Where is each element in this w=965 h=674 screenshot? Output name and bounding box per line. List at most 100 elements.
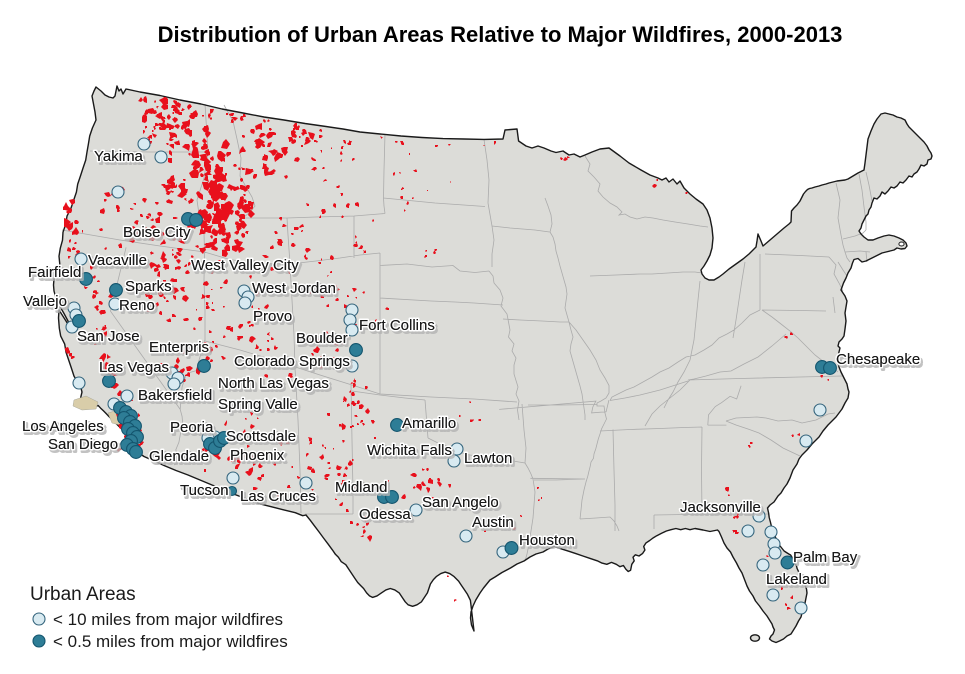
svg-text:Jacksonville: Jacksonville	[682, 502, 763, 519]
svg-text:Boulder: Boulder	[296, 330, 348, 347]
svg-text:Austin: Austin	[474, 517, 516, 534]
svg-text:Odessa: Odessa	[359, 506, 411, 523]
svg-text:Las Cruces: Las Cruces	[240, 488, 316, 505]
svg-text:Fort Collins: Fort Collins	[359, 317, 435, 334]
svg-text:Bakersfield: Bakersfield	[140, 390, 214, 407]
svg-text:Jacksonville: Jacksonville	[680, 499, 761, 516]
svg-text:Las Vegas: Las Vegas	[101, 362, 171, 379]
svg-text:Jacksonville: Jacksonville	[680, 499, 761, 516]
svg-text:Glendale: Glendale	[149, 448, 209, 465]
svg-text:West Jordan: West Jordan	[252, 280, 336, 297]
svg-text:West Valley City: West Valley City	[193, 260, 301, 277]
svg-text:West Valley City: West Valley City	[191, 257, 299, 274]
svg-text:San Jose: San Jose	[79, 331, 142, 348]
svg-text:Boise City: Boise City	[125, 227, 193, 244]
svg-text:Scottsdale: Scottsdale	[226, 428, 296, 445]
svg-text:Odessa: Odessa	[359, 506, 411, 523]
svg-text:Fairfield: Fairfield	[28, 264, 81, 281]
svg-text:Peoria: Peoria	[170, 419, 214, 436]
svg-text:Boise City: Boise City	[123, 224, 191, 241]
svg-text:Sparks: Sparks	[125, 278, 172, 295]
svg-text:Urban Areas: Urban Areas	[30, 584, 136, 605]
svg-text:Lakeland: Lakeland	[766, 571, 827, 588]
svg-text:Phoenix: Phoenix	[230, 447, 285, 464]
svg-text:West Jordan: West Jordan	[254, 283, 338, 300]
svg-text:Las Vegas: Las Vegas	[99, 359, 169, 376]
svg-text:San Jose: San Jose	[77, 328, 140, 345]
svg-text:Enterpris: Enterpris	[149, 339, 209, 356]
svg-text:Vallejo: Vallejo	[23, 293, 67, 310]
svg-text:Los Angeles: Los Angeles	[24, 421, 106, 438]
svg-text:Midland: Midland	[337, 482, 390, 499]
svg-text:Peoria: Peoria	[172, 422, 216, 439]
svg-text:Lawton: Lawton	[464, 450, 512, 467]
svg-text:Reno: Reno	[119, 297, 155, 314]
svg-text:Lawton: Lawton	[464, 450, 512, 467]
svg-text:Odessa: Odessa	[361, 509, 413, 526]
svg-text:Boulder: Boulder	[298, 333, 350, 350]
svg-text:Midland: Midland	[335, 479, 388, 496]
svg-text:Phoenix: Phoenix	[232, 450, 287, 467]
svg-text:Provo: Provo	[253, 308, 292, 325]
svg-text:Amarillo: Amarillo	[402, 415, 456, 432]
svg-text:Wichita Falls: Wichita Falls	[367, 442, 452, 459]
svg-text:Vacaville: Vacaville	[88, 252, 147, 269]
svg-text:Las Cruces: Las Cruces	[240, 488, 316, 505]
svg-text:Sparks: Sparks	[127, 281, 174, 298]
svg-text:San Diego: San Diego	[50, 439, 120, 456]
svg-text:San Jose: San Jose	[77, 328, 140, 345]
svg-text:Austin: Austin	[472, 514, 514, 531]
svg-text:Colorado Springs: Colorado Springs	[236, 356, 352, 373]
svg-text:Palm Bay: Palm Bay	[793, 549, 858, 566]
svg-text:Vacaville: Vacaville	[88, 252, 147, 269]
svg-text:Palm Bay: Palm Bay	[795, 552, 860, 569]
svg-text:Palm Bay: Palm Bay	[793, 549, 858, 566]
svg-text:Lakeland: Lakeland	[766, 571, 827, 588]
svg-text:Boise City: Boise City	[123, 224, 191, 241]
svg-text:West Valley City: West Valley City	[191, 257, 299, 274]
svg-text:Boulder: Boulder	[296, 330, 348, 347]
svg-text:Los Angeles: Los Angeles	[22, 418, 104, 435]
svg-text:Chesapeake: Chesapeake	[836, 351, 920, 368]
svg-text:Reno: Reno	[119, 297, 155, 314]
svg-text:San Angelo: San Angelo	[424, 497, 501, 514]
svg-text:Las Cruces: Las Cruces	[242, 491, 318, 508]
svg-text:Colorado Springs: Colorado Springs	[234, 353, 350, 370]
svg-text:Provo: Provo	[255, 311, 294, 328]
svg-text:Provo: Provo	[253, 308, 292, 325]
svg-text:Glendale: Glendale	[149, 448, 209, 465]
svg-text:Tucson: Tucson	[182, 485, 231, 502]
svg-text:Spring Valle: Spring Valle	[220, 399, 300, 416]
svg-text:Spring Valle: Spring Valle	[218, 396, 298, 413]
svg-text:Vallejo: Vallejo	[23, 293, 67, 310]
svg-text:Sparks: Sparks	[125, 278, 172, 295]
svg-text:Chesapeake: Chesapeake	[838, 354, 922, 371]
svg-text:Vacaville: Vacaville	[90, 255, 149, 272]
svg-text:Los Angeles: Los Angeles	[22, 418, 104, 435]
svg-text:Houston: Houston	[519, 532, 575, 549]
svg-text:Fort Collins: Fort Collins	[359, 317, 435, 334]
svg-text:San Diego: San Diego	[48, 436, 118, 453]
svg-text:Tucson: Tucson	[180, 482, 229, 499]
svg-text:Peoria: Peoria	[170, 419, 214, 436]
svg-text:San Diego: San Diego	[48, 436, 118, 453]
svg-text:San Angelo: San Angelo	[422, 494, 499, 511]
svg-text:Reno: Reno	[121, 300, 157, 317]
svg-text:Amarillo: Amarillo	[402, 415, 456, 432]
svg-text:Bakersfield: Bakersfield	[138, 387, 212, 404]
svg-text:Fairfield: Fairfield	[28, 264, 81, 281]
svg-text:Lawton: Lawton	[466, 453, 514, 470]
svg-text:Yakima: Yakima	[94, 148, 144, 165]
svg-text:Chesapeake: Chesapeake	[836, 351, 920, 368]
svg-text:Colorado Springs: Colorado Springs	[234, 353, 350, 370]
svg-text:Spring Valle: Spring Valle	[218, 396, 298, 413]
svg-text:North Las Vegas: North Las Vegas	[220, 378, 331, 395]
svg-text:Scottsdale: Scottsdale	[226, 428, 296, 445]
svg-text:Yakima: Yakima	[96, 151, 146, 168]
svg-text:Scottsdale: Scottsdale	[228, 431, 298, 448]
svg-text:Fairfield: Fairfield	[30, 267, 83, 284]
svg-text:North Las Vegas: North Las Vegas	[218, 375, 329, 392]
svg-text:Phoenix: Phoenix	[230, 447, 285, 464]
svg-text:Amarillo: Amarillo	[404, 418, 458, 435]
svg-text:Vallejo: Vallejo	[25, 296, 69, 313]
